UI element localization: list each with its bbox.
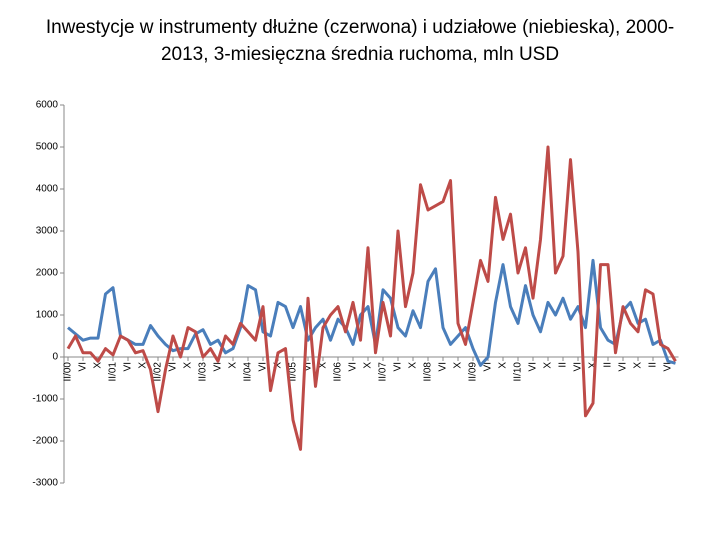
x-tick-label: X <box>633 362 644 369</box>
y-tick-label: 1000 <box>36 310 59 321</box>
x-tick-label: II/08 <box>423 362 434 382</box>
y-tick-label: 5000 <box>36 142 59 153</box>
x-tick-label: VI <box>573 362 584 371</box>
x-tick-label: X <box>273 362 284 369</box>
x-tick-label: VI <box>168 362 179 371</box>
x-tick-label: II/03 <box>198 362 209 382</box>
x-tick-label: X <box>228 362 239 369</box>
x-tick-label: VI <box>393 362 404 371</box>
y-tick-label: 3000 <box>36 226 59 237</box>
y-tick-label: 0 <box>52 352 58 363</box>
y-tick-label: 6000 <box>36 100 59 111</box>
x-tick-label: II/02 <box>153 362 164 382</box>
x-tick-label: II/06 <box>333 362 344 382</box>
x-tick-label: VI <box>258 362 269 371</box>
y-tick-label: -2000 <box>32 436 58 447</box>
x-tick-label: II <box>648 362 659 368</box>
x-tick-label: X <box>543 362 554 369</box>
x-tick-label: X <box>363 362 374 369</box>
y-tick-label: -3000 <box>32 478 58 489</box>
x-tick-label: VI <box>528 362 539 371</box>
x-tick-label: X <box>183 362 194 369</box>
x-tick-label: X <box>138 362 149 369</box>
x-tick-label: II <box>558 362 569 368</box>
x-tick-label: VI <box>123 362 134 371</box>
x-tick-label: II/09 <box>468 362 479 382</box>
x-tick-label: II/07 <box>378 362 389 382</box>
x-tick-label: II/10 <box>513 362 524 382</box>
y-tick-label: -1000 <box>32 394 58 405</box>
x-tick-label: II/05 <box>288 362 299 382</box>
x-tick-label: X <box>318 362 329 369</box>
x-tick-label: X <box>588 362 599 369</box>
x-tick-label: VI <box>663 362 674 371</box>
x-tick-label: X <box>498 362 509 369</box>
x-tick-label: X <box>93 362 104 369</box>
x-tick-label: II/04 <box>243 362 254 382</box>
x-tick-label: VI <box>78 362 89 371</box>
x-tick-label: II/00 <box>63 362 74 382</box>
series-line <box>66 145 677 451</box>
x-tick-label: X <box>453 362 464 369</box>
y-tick-label: 4000 <box>36 184 59 195</box>
x-tick-label: X <box>408 362 419 369</box>
x-tick-label: VI <box>348 362 359 371</box>
x-tick-label: VI <box>618 362 629 371</box>
y-tick-label: 2000 <box>36 268 59 279</box>
x-tick-label: VI <box>438 362 449 371</box>
x-tick-label: VI <box>303 362 314 371</box>
x-tick-label: VI <box>483 362 494 371</box>
x-tick-label: II <box>603 362 614 368</box>
chart-title: Inwestycje w instrumenty dłużne (czerwon… <box>45 17 675 65</box>
x-tick-label: VI <box>213 362 224 371</box>
x-tick-label: II/01 <box>108 362 119 382</box>
